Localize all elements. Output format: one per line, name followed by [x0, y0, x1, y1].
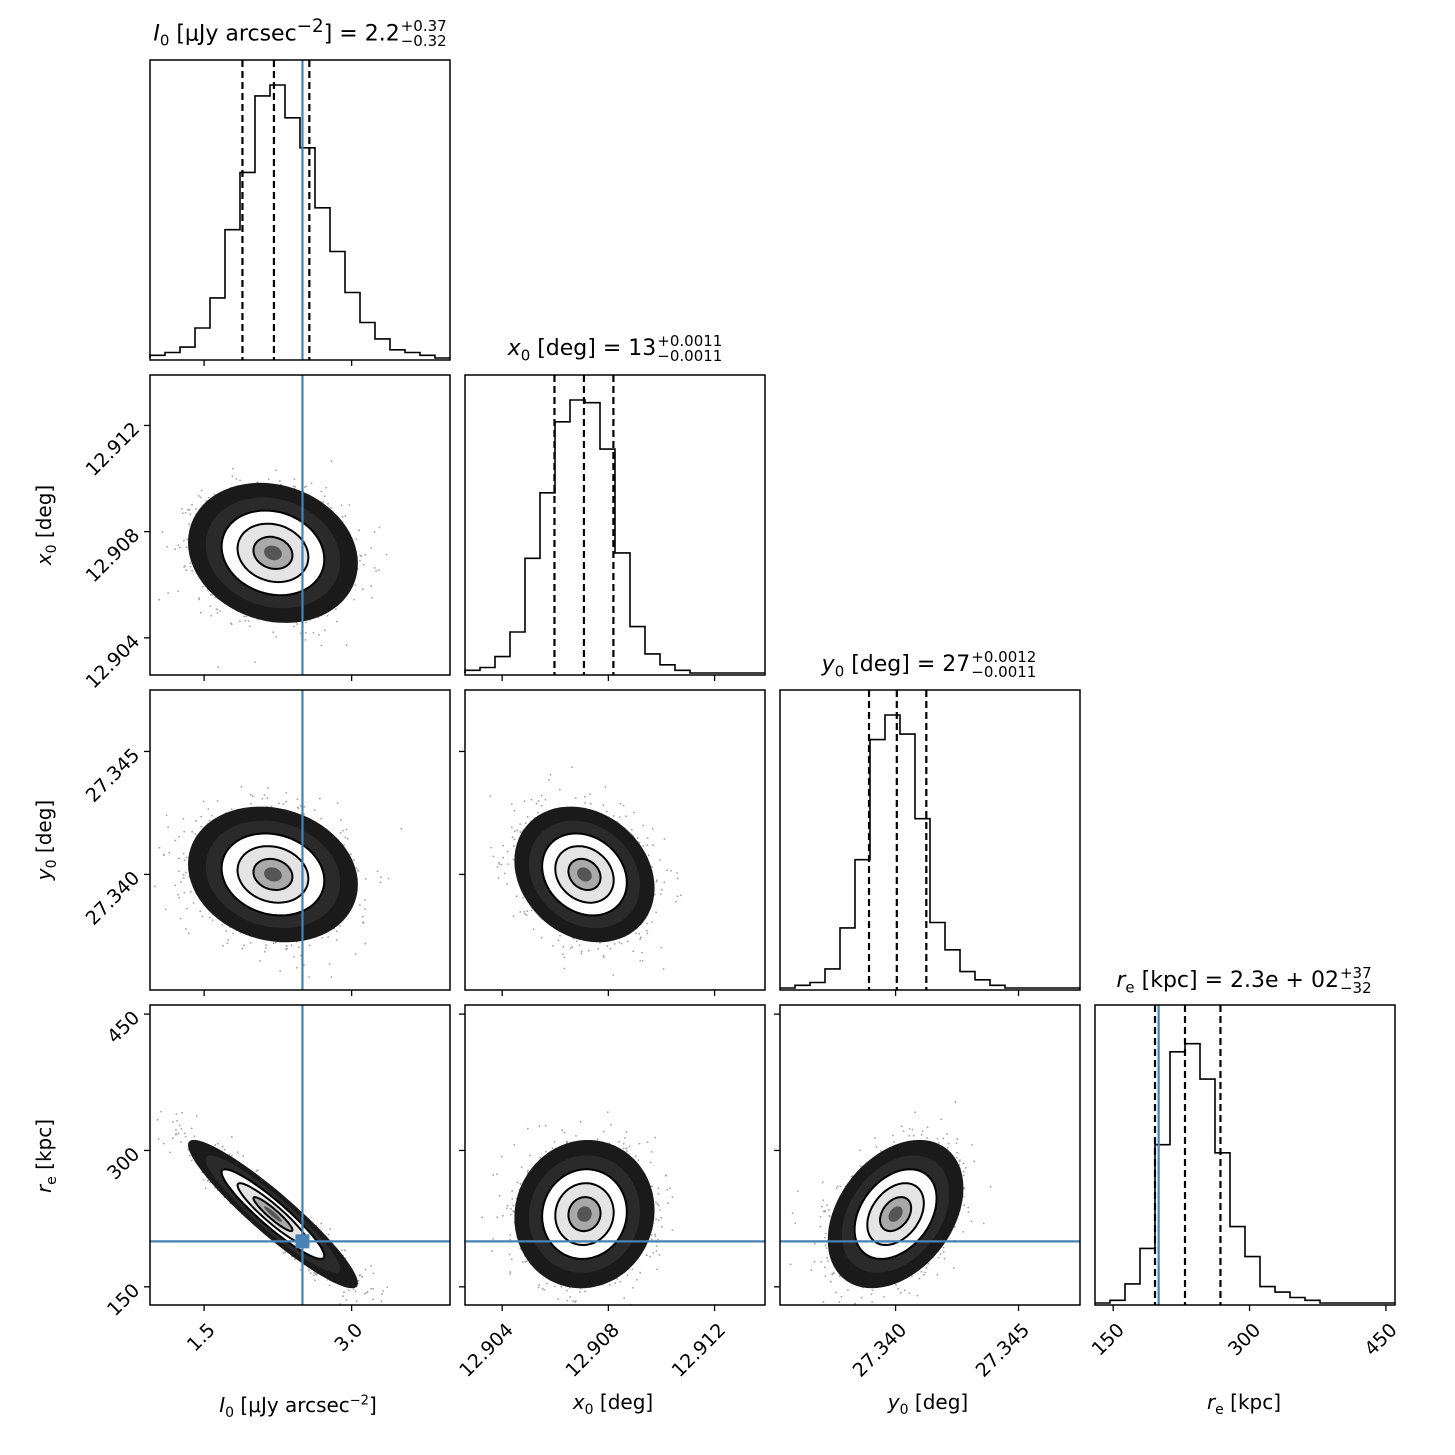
panel-frame — [149, 1004, 451, 1306]
hist-panel-y0 — [779, 689, 1081, 991]
panel-frame — [779, 1004, 1081, 1306]
panel-frame — [464, 374, 766, 676]
density-contour — [888, 1206, 903, 1222]
title-x0: x0 [deg] = 13 +0.0011 −0.0011 — [507, 332, 723, 365]
y-tick-label: 27.340 — [82, 867, 145, 930]
x-tick-label: 1.5 — [183, 1319, 220, 1356]
panel-frame — [1094, 1004, 1396, 1306]
y-tick-label: 12.912 — [82, 418, 145, 481]
xlabel-re: re [kpc] — [1206, 1390, 1282, 1418]
x-tick-label: 27.345 — [972, 1319, 1035, 1382]
panel-frame — [779, 689, 1081, 991]
title-re: re [kpc] = 2.3e + 02 +37 −32 — [1116, 964, 1372, 997]
density-contour — [577, 867, 592, 882]
y-tick-label: 150 — [103, 1279, 144, 1320]
panel-frame — [464, 689, 766, 991]
y-tick-label: 12.904 — [82, 631, 145, 694]
x-tick-label: 27.340 — [849, 1319, 912, 1382]
y-tick-label: 300 — [103, 1143, 144, 1184]
y-tick-label: 27.345 — [82, 744, 145, 807]
x-tick-label: 12.908 — [561, 1319, 624, 1382]
panel-frame — [149, 374, 451, 676]
hist-panel-x0 — [464, 374, 766, 676]
x-tick-label: 3.0 — [330, 1319, 367, 1356]
x-tick-label: 12.904 — [455, 1319, 518, 1382]
density-contour — [264, 1206, 282, 1222]
x-tick-label: 300 — [1224, 1319, 1265, 1360]
title-I0: I0 [μJy arcsec−2] = 2.2 +0.37 −0.32 — [153, 16, 447, 51]
ylabel-x0: x0 [deg] — [32, 484, 60, 566]
histogram-steps — [149, 84, 450, 359]
y-tick-label: 450 — [103, 1007, 144, 1048]
scatter-panel-x0-y0 — [464, 689, 766, 991]
histogram-steps — [1095, 1042, 1395, 1304]
histogram-steps — [464, 399, 765, 674]
x-tick-label: 150 — [1088, 1319, 1129, 1360]
histogram-steps — [780, 714, 1080, 989]
scatter-panel-y0-re — [779, 1004, 1081, 1306]
xlabel-y0: y0 [deg] — [887, 1390, 969, 1418]
xlabel-x0: x0 [deg] — [572, 1390, 654, 1418]
ylabel-re: re [kpc] — [32, 1118, 60, 1194]
density-contour — [264, 867, 282, 882]
hist-panel-I0 — [149, 59, 451, 361]
truth-marker — [295, 1234, 310, 1249]
scatter-panel-I0-re — [149, 1004, 451, 1306]
panel-frame — [464, 1004, 766, 1306]
xlabel-I0: I0 [μJy arcsec−2] — [219, 1393, 377, 1421]
ylabel-y0: y0 [deg] — [32, 799, 60, 881]
density-contour — [577, 1206, 592, 1222]
hist-panel-re — [1094, 1004, 1396, 1306]
density-contour — [264, 545, 282, 561]
panel-frame — [149, 59, 451, 361]
scatter-panel-I0-y0 — [149, 689, 451, 991]
scatter-panel-x0-re — [464, 1004, 766, 1306]
panel-frame — [149, 689, 451, 991]
scatter-panel-I0-x0 — [149, 374, 451, 676]
x-tick-label: 450 — [1360, 1319, 1401, 1360]
x-tick-label: 12.912 — [668, 1319, 731, 1382]
title-y0: y0 [deg] = 27 +0.0012 −0.0011 — [821, 648, 1037, 681]
y-tick-label: 12.908 — [82, 524, 145, 587]
